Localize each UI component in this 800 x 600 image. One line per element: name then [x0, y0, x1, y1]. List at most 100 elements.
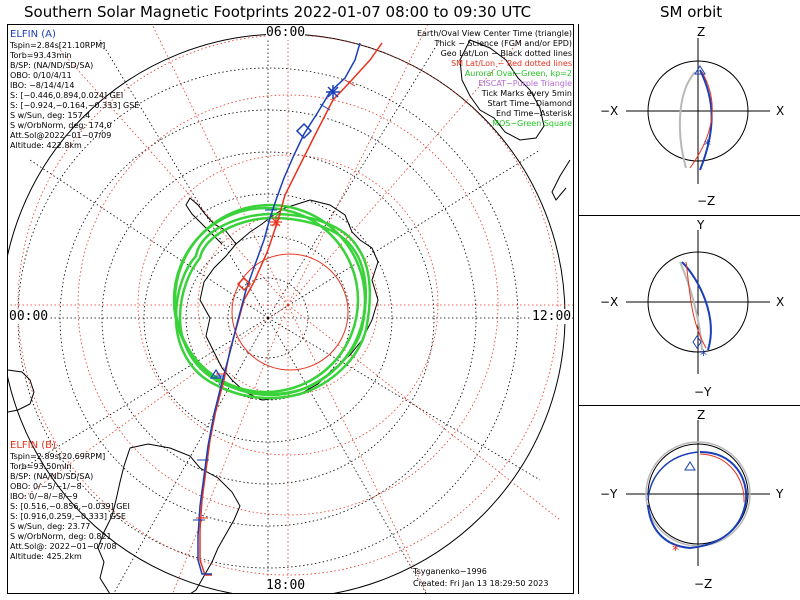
orbit-2-label-right: X [776, 295, 785, 309]
orbit-triangle [694, 65, 706, 75]
page-title: Southern Solar Magnetic Footprints 2022-… [24, 3, 532, 21]
orbit-3-label-right: Y [776, 487, 784, 501]
elfin-b-start-diamond [236, 276, 252, 292]
elfin-a-line: Torb=93.43min [10, 51, 72, 60]
elfin-b-line: OBO: 0/−5/−1/−8 [10, 482, 82, 491]
elfin-a-line: S: [−0.924,−0.164,−0.333] GSE [10, 101, 140, 110]
view-center-triangle [209, 368, 223, 379]
orbit-3-label-bottom: −Z [694, 577, 713, 591]
elfin-a-ticks [193, 103, 331, 521]
orbit-1-label-top: Z [697, 25, 706, 39]
orbit-2-label-bottom: −Y [694, 385, 712, 399]
elfin-b-line: Altitude: 425.2km [10, 552, 82, 561]
orbit-1-label-right: X [776, 104, 785, 118]
orbit-panel-xz: * [626, 38, 770, 184]
orbit-asterisk: * [700, 348, 707, 364]
orbit-triangle [684, 461, 696, 471]
orbit-elfin-a [699, 69, 713, 171]
map-frame [7, 24, 574, 594]
orbit-panel-yz: * [626, 420, 770, 566]
elfin-b-line: S: [0.516,−0.856,−0.039] GEI [10, 502, 130, 511]
elfin-a-line: OBO: 0/10/4/11 [10, 71, 72, 80]
legend-item: Start Time−Diamond [487, 99, 573, 108]
legend-item: Earth/Oval View Center Time (triangle) [416, 29, 572, 38]
earth-circle [647, 443, 749, 545]
legend: Earth/Oval View Center Time (triangle) T… [417, 29, 572, 129]
elfin-a-line: Altitude: 422.8km [10, 141, 82, 150]
antarctic-peninsula [185, 197, 237, 245]
elfin-a-line: S: [−0.446,0.894,0.024] GEI [10, 91, 124, 100]
orbit-divider-1 [578, 215, 800, 216]
elfin-a-line: S w/OrbNorm, deg: 174.0 [10, 121, 112, 130]
elfin-b-line: Torb=93.50min [10, 462, 72, 471]
new-zealand-coastline [551, 159, 571, 201]
elfin-b-line: S: [0.916,0.259,−0.333] GSE [10, 512, 126, 521]
elfin-b-line: Att.Sol@: 2022−01−07/08 [10, 542, 117, 551]
orbit-frame [578, 24, 794, 594]
orbit-elfin-a [647, 451, 748, 550]
orbit-shadow [679, 261, 703, 351]
orbit-1-label-bottom: −Z [697, 194, 716, 208]
time-label-bottom: 18:00 [266, 578, 306, 593]
auroral-oval-outer [174, 212, 372, 400]
elfin-b-line: Tspin=2.89s[20.69RPM] [10, 452, 106, 461]
elfin-a-track [197, 42, 361, 575]
sm-orbit-title: SM orbit [660, 3, 723, 21]
orbit-diamond [692, 335, 702, 349]
orbit-1-label-left: −X [600, 104, 619, 118]
earth-circle [647, 251, 749, 353]
polar-footprint-map [8, 25, 573, 593]
orbit-divider-2 [578, 405, 800, 406]
elfin-b-ticks [196, 79, 356, 519]
elfin-a-end-asterisk [326, 85, 340, 99]
time-label-top: 06:00 [266, 25, 306, 40]
legend-item: Auroral Oval−Green, kp=2 [464, 69, 572, 78]
sm-pole-circle [231, 253, 349, 371]
orbit-elfin-a-back [647, 451, 699, 501]
elfin-b-name: ELFIN (B) [10, 440, 56, 451]
orbit-elfin-b [689, 71, 713, 169]
legend-item: Thick − Science (FGM and/or EPD) [434, 39, 572, 48]
australia-coastline [459, 39, 545, 141]
time-label-left: 00:00 [9, 309, 49, 324]
orbit-elfin-b [685, 261, 707, 349]
orbit-asterisk: * [704, 138, 711, 154]
orbit-2-label-left: −X [600, 295, 619, 309]
elfin-b-info: ELFIN (B) Tspin=2.89s[20.69RPM] Torb=93.… [10, 440, 130, 562]
model-label: Tsyganenko−1996 [413, 567, 487, 576]
legend-item: SM Lat/Lon − Red dotted lines [451, 59, 572, 68]
orbit-elfin-a [681, 261, 712, 351]
orbit-shadow [678, 71, 696, 169]
earth-circle [647, 60, 749, 162]
antarctica-coastline [199, 199, 379, 401]
orbit-3-label-left: −Y [600, 487, 618, 501]
orbit-asterisk: * [672, 543, 679, 559]
elfin-a-line: Att.Sol@2022−01−07/09 [10, 131, 112, 140]
legend-item: Tick Marks every 5min [481, 89, 572, 98]
elfin-a-line: B/SP: (NA/ND/SD/SA) [10, 61, 94, 70]
elfin-a-name: ELFIN (A) [10, 29, 56, 40]
orbit-2-label-top: Y [697, 218, 705, 232]
geo-grid [8, 30, 573, 593]
elfin-a-line: S w/Sun, deg: 157.4 [10, 111, 91, 120]
africa-coastline [8, 369, 35, 413]
elfin-b-line: S w/Sun, deg: 23.77 [10, 522, 91, 531]
orbit-elfin-b [699, 453, 745, 503]
elfin-a-info: ELFIN (A) Tspin=2.84s[21.10RPM] Torb=93.… [10, 29, 139, 151]
elfin-b-end-asterisk [270, 216, 282, 228]
elfin-b-line: S w/OrbNorm, deg: 0.821 [10, 532, 112, 541]
elfin-a-line: Tspin=2.84s[21.10RPM] [10, 41, 106, 50]
elfin-b-line: IBO: 0/−8/−8/−9 [10, 492, 78, 501]
elfin-b-line: B/SP: (NA/ND/SD/SA) [10, 472, 94, 481]
legend-item: EISCAT−Purple Triangle [478, 79, 572, 88]
created-label: Created: Fri Jan 13 18:29:50 2023 [413, 579, 549, 588]
legend-item: End Time−Asterisk [495, 109, 572, 118]
legend-item: Geo Lat/Lon − Black dotted lines [440, 49, 572, 58]
legend-item: MOS−Green Square [492, 119, 572, 128]
elfin-a-line: IBO: −8/14/4/14 [10, 81, 75, 90]
elfin-b-track [199, 42, 383, 576]
orbit-panel-xy: * [626, 230, 770, 374]
elfin-a-start-diamond [295, 122, 313, 140]
orbit-3-label-top: Z [697, 408, 706, 422]
time-label-right: 12:00 [532, 309, 572, 324]
